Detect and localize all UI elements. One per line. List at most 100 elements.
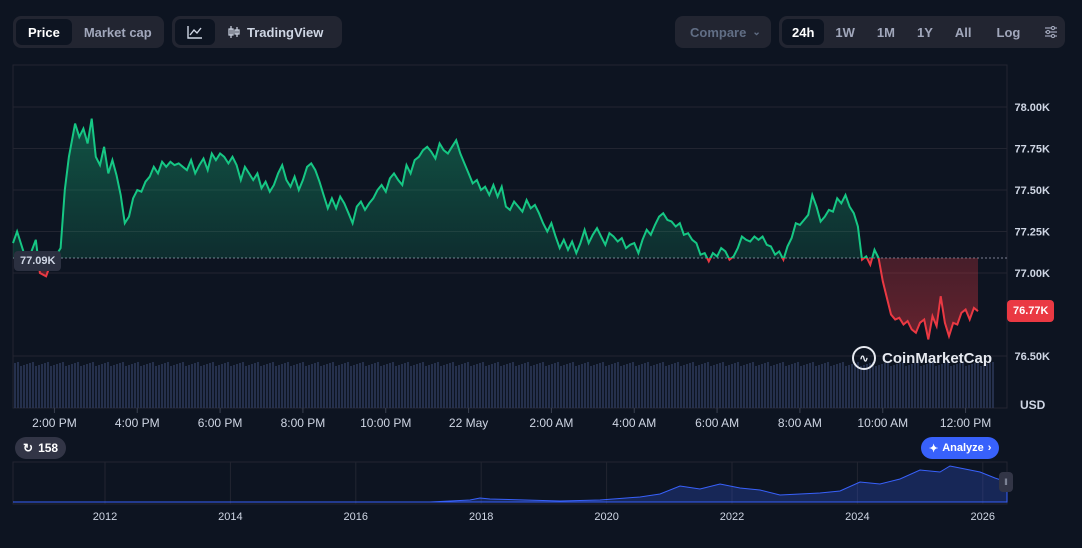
range-24h[interactable]: 24h [782, 19, 825, 45]
market-cap-tab[interactable]: Market cap [83, 24, 152, 40]
x-tick-label: 4:00 PM [115, 416, 160, 430]
volume-bar [692, 362, 694, 408]
volume-bar [158, 365, 160, 408]
y-tick-label: 77.00K [1015, 268, 1051, 280]
settings-button[interactable] [1034, 19, 1068, 45]
x-tick-label: 8:00 PM [281, 416, 326, 430]
volume-bar [80, 366, 82, 408]
overview-tick-label: 2016 [344, 511, 368, 523]
volume-bar [362, 362, 364, 408]
x-tick-label: 10:00 AM [857, 416, 908, 430]
volume-bar [749, 363, 751, 408]
volume-bar [989, 363, 991, 408]
range-1y[interactable]: 1Y [916, 24, 933, 40]
volume-bar [506, 364, 508, 408]
volume-bar [554, 363, 556, 408]
volume-bar [419, 363, 421, 408]
log-scale-button[interactable]: Log [996, 24, 1021, 40]
volume-bar [197, 362, 199, 408]
volume-bar [785, 366, 787, 408]
volume-bar [716, 364, 718, 408]
volume-bar [287, 362, 289, 408]
analyze-button[interactable]: ✦ Analyze › [921, 437, 1000, 459]
volume-bar [107, 362, 109, 408]
volume-bar [650, 366, 652, 408]
sliders-icon [1045, 26, 1058, 38]
range-1w[interactable]: 1W [835, 24, 855, 40]
volume-bar [797, 362, 799, 408]
volume-bar [149, 363, 151, 408]
volume-bar [602, 362, 604, 408]
history-badge[interactable]: ↻ 158 [15, 437, 67, 459]
volume-bar [251, 364, 253, 408]
volume-bar [44, 363, 46, 408]
volume-bar [278, 365, 280, 408]
volume-bar [728, 365, 730, 408]
volume-bar [725, 366, 727, 408]
volume-bar [566, 364, 568, 408]
volume-bar [413, 365, 415, 408]
volume-bar [29, 363, 31, 408]
area-fill-above [13, 118, 879, 259]
volume-bar [416, 364, 418, 408]
volume-bar [317, 362, 319, 408]
volume-bar [821, 364, 823, 408]
open-price-tag: 77.09K [14, 251, 62, 271]
tradingview-label: TradingView [247, 24, 324, 40]
volume-bar [449, 363, 451, 408]
volume-bar [242, 362, 244, 408]
volume-bar [872, 362, 874, 408]
overview-drag-handle[interactable]: ‖ [999, 472, 1013, 492]
volume-bar [701, 364, 703, 408]
volume-bar [914, 363, 916, 408]
compare-dropdown[interactable]: Compare ⌄ [675, 16, 771, 48]
volume-bars [14, 362, 994, 408]
price-tab[interactable]: Price [16, 19, 72, 45]
volume-bar [62, 362, 64, 408]
volume-bar [434, 363, 436, 408]
volume-bar [71, 364, 73, 408]
volume-bar [539, 363, 541, 408]
volume-bar [707, 362, 709, 408]
volume-bar [509, 363, 511, 408]
history-icon: ↻ [23, 441, 34, 455]
volume-bar [941, 364, 943, 408]
volume-bar [476, 364, 478, 408]
volume-bar [371, 364, 373, 408]
range-1m[interactable]: 1M [876, 24, 895, 40]
overview-tick-label: 2014 [218, 511, 242, 523]
volume-bar [848, 365, 850, 408]
range-all[interactable]: All [954, 24, 972, 40]
volume-bar [32, 362, 34, 408]
volume-bar [488, 365, 490, 408]
volume-bar [764, 363, 766, 408]
volume-bar [527, 362, 529, 408]
volume-bar [74, 363, 76, 408]
coinmarketcap-logo-icon: ∿ [852, 346, 876, 370]
tradingview-button[interactable]: TradingView [215, 19, 335, 45]
chevron-right-icon: › [987, 442, 992, 454]
line-chart-button[interactable] [175, 19, 215, 45]
volume-bar [59, 363, 61, 408]
volume-bar [155, 366, 157, 408]
volume-bar [752, 362, 754, 408]
overview-tick-label: 2012 [93, 511, 117, 523]
overview-panel[interactable] [12, 461, 1008, 505]
volume-bar [599, 363, 601, 408]
volume-bar [674, 363, 676, 408]
volume-bar [590, 366, 592, 408]
volume-bar [134, 363, 136, 408]
volume-bar [89, 363, 91, 408]
volume-bar [494, 363, 496, 408]
volume-bar [881, 364, 883, 408]
line-chart-icon [187, 26, 202, 39]
currency-label: USD [1020, 398, 1046, 412]
volume-bar [968, 365, 970, 408]
volume-bar [77, 362, 79, 408]
volume-bar [170, 366, 172, 408]
volume-bar [737, 362, 739, 408]
volume-bar [776, 364, 778, 408]
volume-bar [377, 362, 379, 408]
y-tick-label: 76.50K [1015, 351, 1051, 363]
